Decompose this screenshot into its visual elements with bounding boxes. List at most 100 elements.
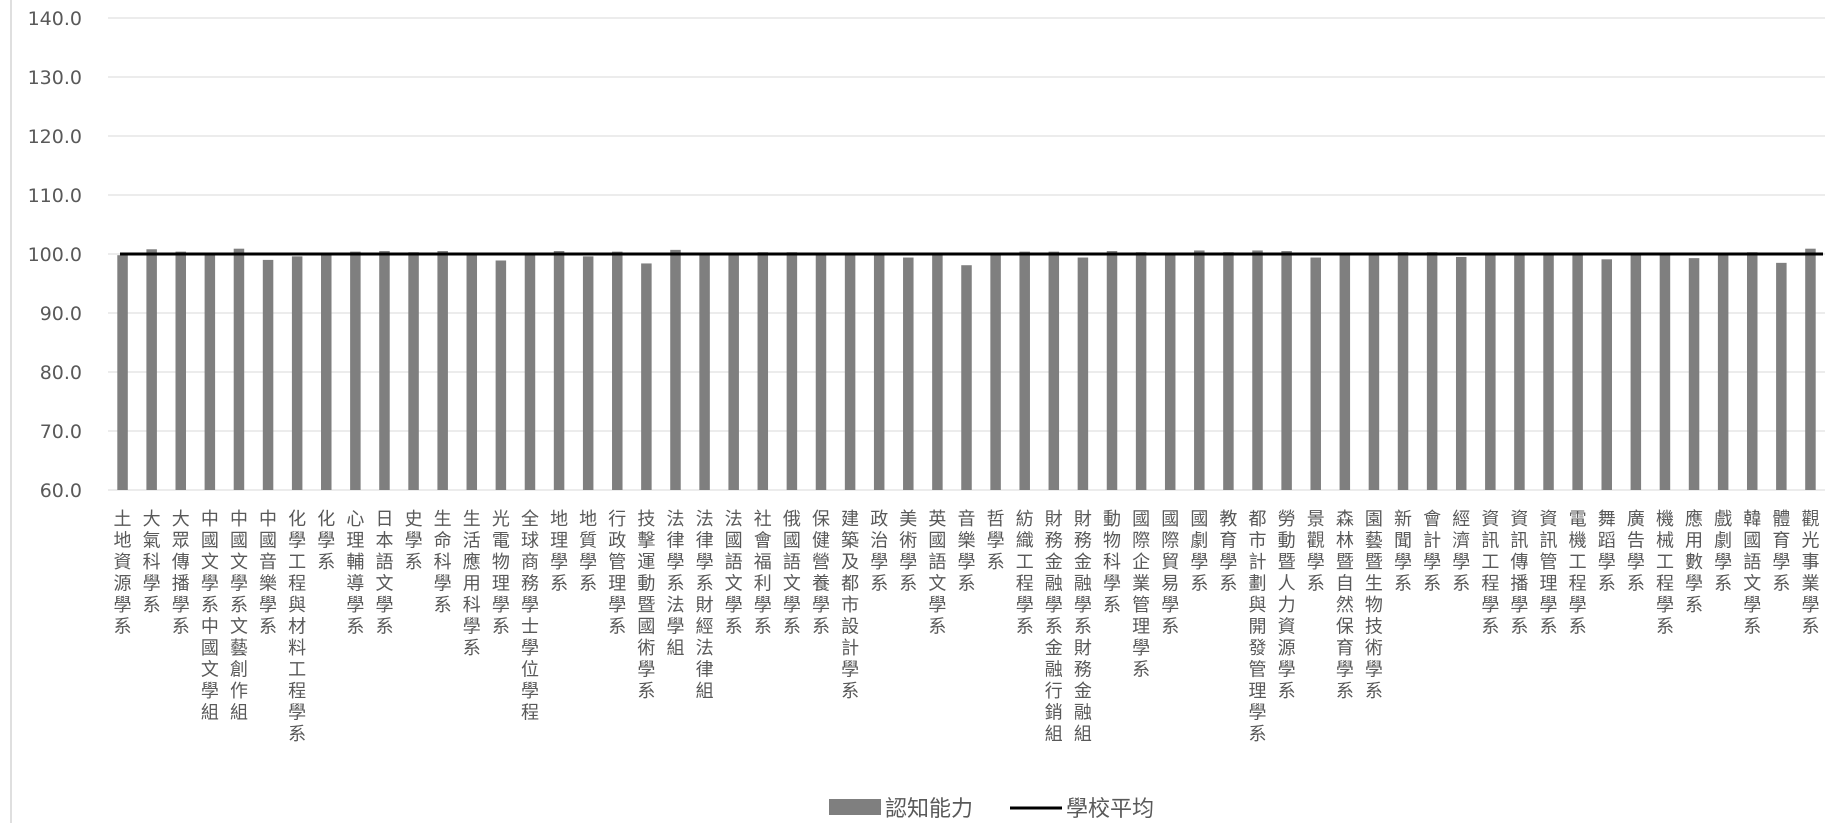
bar (1746, 252, 1758, 490)
bar (728, 253, 739, 490)
x-tick-label: 機械工程學系 (1656, 509, 1674, 638)
x-tick-label: 舞蹈學系 (1598, 509, 1616, 595)
y-axis: 60.0 70.0 80.0 90.0 100.0 110.0 120.0 130.0 140.… (10, 0, 82, 823)
x-tick-label: 英國語文學系 (928, 509, 946, 638)
bar (1106, 251, 1118, 490)
legend-swatch-bar (829, 799, 881, 815)
x-tick-label: 化學系 (317, 509, 335, 573)
y-tick-label: 120.0 (28, 126, 82, 148)
x-tick-label: 全球商務學士學位學程 (521, 509, 539, 724)
bar (291, 256, 303, 490)
x-tick-label: 中國文學系中國文學組 (201, 509, 219, 724)
bar (1310, 257, 1321, 490)
bar (466, 253, 478, 490)
x-tick-label: 紡織工程學系 (1016, 509, 1034, 638)
bar (670, 249, 681, 490)
x-tick-label: 資訊工程學系 (1481, 509, 1499, 638)
bar (582, 256, 594, 490)
bar (553, 251, 565, 490)
bar (524, 253, 536, 490)
x-tick-label: 動物科學系 (1103, 509, 1121, 616)
y-tick-label: 60.0 (40, 480, 82, 502)
x-tick-label: 法國語文學系 (725, 509, 743, 638)
bar (844, 253, 856, 490)
x-tick-label: 財務金融學系財務金融組 (1074, 509, 1092, 745)
x-tick-label: 森林暨自然保育學系 (1336, 509, 1354, 702)
x-tick-label: 體育學系 (1772, 509, 1790, 595)
bar (1717, 253, 1729, 490)
x-tick-label: 哲學系 (987, 509, 1005, 573)
x-tick-label: 中國音樂學系 (259, 509, 277, 638)
y-tick-label: 130.0 (28, 67, 82, 89)
x-tick-label: 俄國語文學系 (783, 509, 801, 638)
bar (815, 253, 827, 490)
x-tick-label: 社會福利學系 (754, 509, 772, 638)
x-tick-label: 勞動暨人力資源學系 (1278, 509, 1296, 702)
bar (786, 252, 798, 490)
bar (903, 257, 914, 490)
bar (612, 251, 623, 490)
x-tick-label: 心理輔導學系 (346, 509, 364, 638)
x-tick-label: 大眾傳播學系 (172, 509, 190, 638)
bar (990, 253, 1001, 490)
bar (757, 252, 769, 490)
x-tick-label: 大氣科學系 (143, 509, 161, 616)
bars (117, 248, 1816, 490)
bar (495, 260, 507, 490)
x-tick-label: 都市計劃與開發管理學系 (1249, 509, 1267, 745)
y-tick-label: 140.0 (28, 8, 82, 30)
x-tick-label: 資訊管理學系 (1540, 509, 1558, 638)
bar (1019, 251, 1030, 490)
bar (1485, 253, 1496, 490)
x-tick-label: 美術學系 (899, 509, 917, 595)
bar (350, 251, 361, 490)
x-tick-label: 電機工程學系 (1569, 509, 1587, 638)
bar (1077, 257, 1089, 490)
x-tick-label: 國際企業管理學系 (1132, 509, 1150, 681)
x-tick-label: 化學工程與材料工程學系 (288, 509, 306, 745)
bar (699, 253, 710, 490)
x-tick-label: 應用數學系 (1685, 508, 1703, 616)
x-tick-label: 新聞學系 (1394, 509, 1412, 595)
bar (1630, 254, 1642, 490)
bar (1426, 252, 1438, 490)
y-tick-label: 100.0 (28, 244, 82, 266)
x-tick-label: 政治學系 (870, 509, 888, 595)
x-axis-labels: 土地資源學系大氣科學系大眾傳播學系中國文學系中國文學組中國文學系文藝創作組中國音… (114, 508, 1820, 745)
x-tick-label: 財務金融學系金融行銷組 (1045, 509, 1063, 745)
bar (1572, 253, 1583, 490)
x-tick-label: 國際貿易學系 (1161, 509, 1179, 638)
bar (961, 265, 972, 490)
x-tick-label: 景觀學系 (1307, 509, 1325, 595)
x-tick-label: 技擊運動暨國術學系 (637, 509, 655, 702)
x-tick-label: 韓國語文學系 (1743, 509, 1761, 638)
bar (233, 248, 245, 490)
bar (321, 255, 332, 490)
bar (146, 249, 157, 490)
bar (1455, 256, 1467, 490)
x-tick-label: 保健營養學系 (812, 509, 830, 638)
x-tick-label: 建築及都市設計學系 (841, 509, 859, 702)
x-tick-label: 光電物理學系 (492, 509, 510, 638)
bar (1339, 254, 1351, 490)
x-tick-label: 戲劇學系 (1714, 509, 1732, 595)
bar (1048, 251, 1060, 490)
bar (1805, 248, 1816, 490)
bar (379, 251, 390, 490)
bar (932, 254, 943, 490)
x-tick-label: 觀光事業學系 (1801, 509, 1819, 638)
x-tick-label: 廣告學系 (1627, 509, 1645, 595)
y-tick-label: 80.0 (40, 362, 82, 384)
bar (1776, 262, 1787, 490)
bar (1223, 252, 1234, 490)
bar (1543, 253, 1554, 490)
x-tick-label: 資訊傳播學系 (1510, 509, 1528, 638)
bar (204, 254, 216, 490)
x-tick-label: 園藝暨生物技術學系 (1365, 509, 1383, 702)
x-tick-label: 地質學系 (579, 509, 597, 595)
bar (437, 251, 448, 490)
x-tick-label: 法律學系財經法律組 (696, 509, 714, 702)
y-tick-label: 110.0 (28, 185, 82, 207)
bar (1135, 252, 1147, 490)
